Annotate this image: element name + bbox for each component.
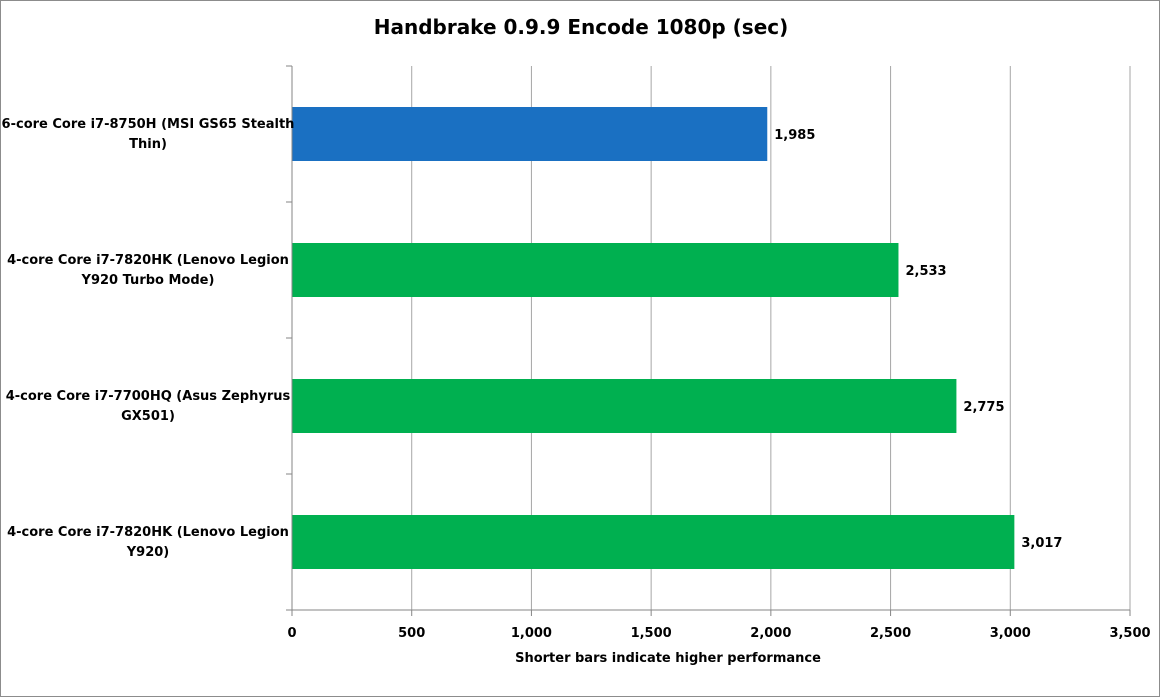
labels: 0 500 1,000 1,500 2,000 2,500 3,000 3,500 1,985 6… xyxy=(2,117,1151,641)
x-axis-title: Shorter bars indicate higher performance xyxy=(515,651,821,666)
category-label-line: 4-core Core i7-7820HK (Lenovo Legion xyxy=(7,253,289,268)
x-tick-label: 0 xyxy=(287,626,296,641)
axes xyxy=(286,65,1131,616)
chart-title: Handbrake 0.9.9 Encode 1080p (sec) xyxy=(374,15,789,39)
data-label: 2,533 xyxy=(905,264,946,279)
x-tick-label: 2,500 xyxy=(870,626,911,641)
category-label: 4-core Core i7-7700HQ (Asus Zephyrus GX50… xyxy=(6,389,291,424)
x-tick-label: 500 xyxy=(398,626,425,641)
category-label-line: 4-core Core i7-7700HQ (Asus Zephyrus xyxy=(6,389,291,404)
x-tick-label: 2,000 xyxy=(750,626,791,641)
x-tick-label: 1,000 xyxy=(511,626,552,641)
category-label-line: 6-core Core i7-8750H (MSI GS65 Stealth xyxy=(2,117,295,132)
x-tick-label: 3,000 xyxy=(990,626,1031,641)
data-label: 1,985 xyxy=(774,128,815,143)
category-label-line: Thin) xyxy=(129,137,167,152)
x-tick-label: 1,500 xyxy=(631,626,672,641)
category-label-line: Y920 Turbo Mode) xyxy=(81,273,215,288)
bars xyxy=(292,107,1015,569)
category-label-line: 4-core Core i7-7820HK (Lenovo Legion xyxy=(7,525,289,540)
category-label-line: Y920) xyxy=(126,545,170,560)
category-label-line: GX501) xyxy=(121,409,175,424)
data-label: 3,017 xyxy=(1021,536,1062,551)
category-label: 4-core Core i7-7820HK (Lenovo Legion Y920… xyxy=(7,253,289,288)
data-label: 2,775 xyxy=(963,400,1004,415)
bar xyxy=(292,243,899,297)
bar xyxy=(292,107,768,161)
x-tick-label: 3,500 xyxy=(1109,626,1150,641)
category-label: 6-core Core i7-8750H (MSI GS65 Stealth Th… xyxy=(2,117,295,152)
bar xyxy=(292,379,957,433)
bar xyxy=(292,515,1015,569)
category-label: 4-core Core i7-7820HK (Lenovo Legion Y920… xyxy=(7,525,289,560)
